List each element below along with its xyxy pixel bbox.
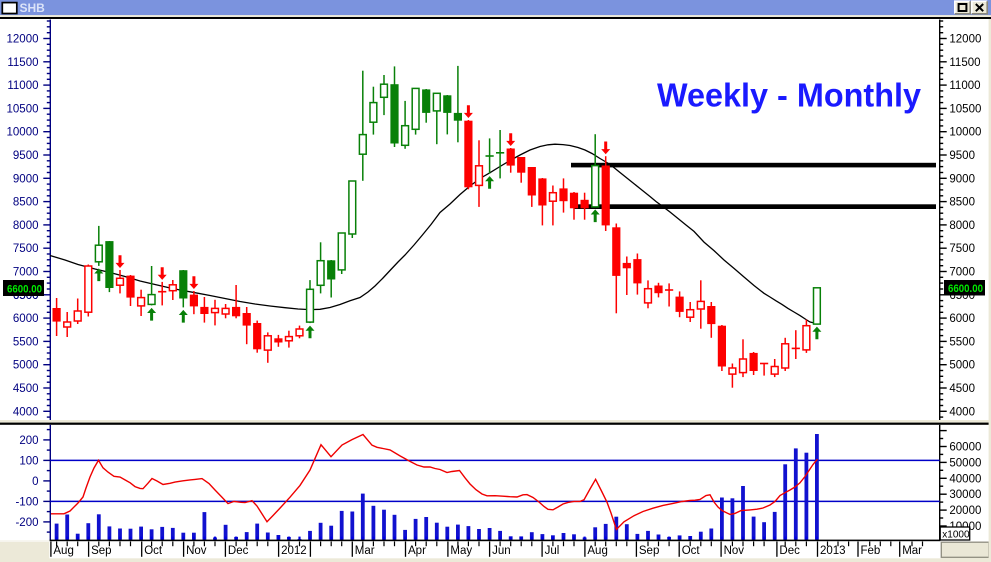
svg-text:Sep: Sep	[639, 545, 659, 557]
svg-text:Dec: Dec	[779, 545, 800, 557]
svg-text:9500: 9500	[949, 150, 975, 162]
svg-text:9000: 9000	[13, 173, 39, 185]
svg-text:Jun: Jun	[492, 545, 511, 557]
svg-text:6600.00: 6600.00	[7, 283, 42, 295]
svg-text:Dec: Dec	[228, 545, 249, 557]
svg-text:Nov: Nov	[186, 545, 207, 557]
svg-text:x1000: x1000	[942, 529, 970, 540]
svg-text:100: 100	[19, 455, 38, 467]
svg-text:7500: 7500	[949, 243, 975, 255]
svg-text:8500: 8500	[13, 197, 39, 209]
svg-text:4000: 4000	[949, 406, 975, 418]
svg-text:May: May	[450, 545, 472, 557]
svg-text:10500: 10500	[949, 103, 981, 115]
svg-text:Jul: Jul	[545, 545, 560, 557]
svg-text:5000: 5000	[13, 360, 39, 372]
svg-text:4500: 4500	[949, 383, 975, 395]
svg-text:Aug: Aug	[587, 545, 607, 557]
svg-text:Mar: Mar	[355, 545, 375, 557]
svg-text:Mar: Mar	[902, 545, 922, 557]
svg-text:11000: 11000	[949, 80, 980, 92]
svg-text:Weekly - Monthly: Weekly - Monthly	[657, 77, 922, 114]
svg-text:8000: 8000	[13, 220, 39, 232]
svg-text:Sep: Sep	[91, 545, 111, 557]
svg-text:60000: 60000	[949, 442, 981, 454]
svg-text:11500: 11500	[7, 57, 38, 69]
svg-text:10500: 10500	[7, 103, 39, 115]
svg-text:12000: 12000	[7, 34, 39, 46]
svg-text:0: 0	[32, 476, 38, 488]
svg-text:6600.00: 6600.00	[948, 283, 983, 295]
svg-text:40000: 40000	[949, 473, 981, 485]
svg-text:20000: 20000	[949, 505, 981, 517]
svg-text:10000: 10000	[7, 127, 39, 139]
svg-text:Oct: Oct	[144, 545, 163, 557]
svg-text:Feb: Feb	[861, 545, 881, 557]
svg-text:12000: 12000	[949, 34, 981, 46]
svg-text:5000: 5000	[949, 360, 975, 372]
svg-text:6000: 6000	[949, 313, 975, 325]
svg-text:8500: 8500	[949, 197, 975, 209]
svg-text:-100: -100	[15, 496, 38, 508]
svg-text:2013: 2013	[820, 545, 846, 557]
svg-text:6000: 6000	[13, 313, 39, 325]
svg-text:7000: 7000	[949, 267, 975, 279]
svg-text:7000: 7000	[13, 267, 39, 279]
svg-text:10000: 10000	[949, 127, 981, 139]
svg-text:9000: 9000	[949, 173, 975, 185]
svg-text:5500: 5500	[949, 336, 975, 348]
svg-text:50000: 50000	[949, 457, 981, 469]
svg-text:Nov: Nov	[724, 545, 745, 557]
svg-text:4500: 4500	[13, 383, 39, 395]
svg-text:30000: 30000	[949, 489, 981, 501]
svg-text:-200: -200	[15, 517, 38, 529]
svg-text:200: 200	[19, 435, 38, 447]
svg-text:11500: 11500	[949, 57, 980, 69]
svg-text:SHB: SHB	[20, 1, 46, 15]
svg-text:7500: 7500	[13, 243, 39, 255]
svg-text:2012: 2012	[281, 545, 307, 557]
svg-text:Aug: Aug	[53, 545, 73, 557]
svg-text:4000: 4000	[13, 406, 39, 418]
svg-text:9500: 9500	[13, 150, 39, 162]
svg-text:Oct: Oct	[682, 545, 701, 557]
svg-text:Apr: Apr	[408, 545, 426, 557]
svg-text:11000: 11000	[7, 80, 38, 92]
svg-text:5500: 5500	[13, 336, 39, 348]
svg-text:8000: 8000	[949, 220, 975, 232]
